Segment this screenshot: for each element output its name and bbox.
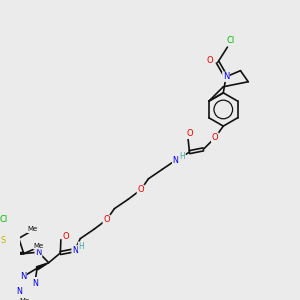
Text: H: H [79, 242, 84, 251]
Text: N: N [20, 272, 26, 281]
Text: N: N [32, 279, 38, 288]
Text: O: O [103, 215, 110, 224]
Text: H: H [179, 152, 185, 161]
Text: O: O [212, 133, 218, 142]
Text: Me: Me [19, 298, 29, 300]
Text: O: O [137, 185, 144, 194]
Text: Cl: Cl [0, 215, 8, 224]
Text: N: N [173, 156, 178, 165]
Text: O: O [187, 129, 194, 138]
Text: O: O [63, 232, 69, 242]
Text: N: N [223, 72, 229, 81]
Text: Me: Me [34, 243, 44, 249]
Text: N: N [72, 246, 78, 255]
Text: Cl: Cl [226, 36, 234, 45]
Text: N: N [17, 287, 22, 296]
Text: O: O [206, 56, 213, 64]
Text: N: N [35, 248, 42, 257]
Text: S: S [1, 236, 6, 245]
Text: Me: Me [28, 226, 38, 232]
Polygon shape [36, 263, 49, 270]
